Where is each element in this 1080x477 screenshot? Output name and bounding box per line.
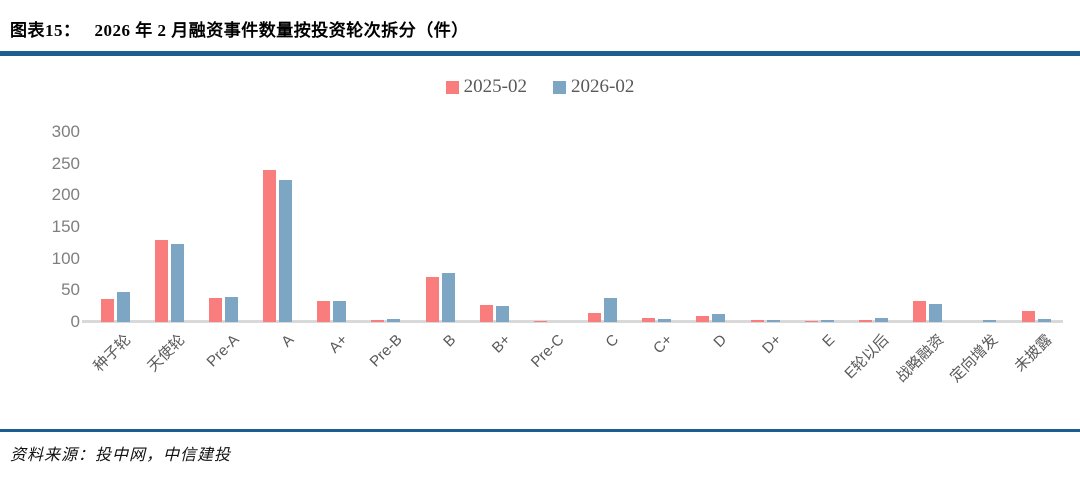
bar-group-A: A: [251, 132, 305, 350]
legend-swatch-2026-02: [553, 80, 566, 94]
y-tick-label-300: 300: [51, 122, 80, 141]
bar-group-D+: D+: [738, 132, 792, 357]
x-axis-label-Pre-A: Pre-A: [203, 331, 243, 371]
source-note: 资料来源：投中网，中信建投: [10, 447, 232, 464]
title-divider-rule: [0, 51, 1080, 56]
bar-2026-02-未披露: [1037, 318, 1051, 322]
legend-item-2026-02: 2026-02: [553, 76, 634, 98]
bar-2026-02-战略融资: [929, 303, 943, 322]
x-axis-label-C+: C+: [650, 331, 677, 358]
x-axis-label-D+: D+: [758, 331, 785, 358]
x-axis-label-Pre-C: Pre-C: [528, 331, 568, 372]
x-axis-baseline: [82, 320, 1063, 323]
x-axis-label-A+: A+: [325, 331, 352, 357]
bar-group-定向增发: 定向增发: [947, 132, 1009, 386]
x-axis-label-C: C: [602, 331, 622, 351]
legend-swatch-2025-02: [445, 80, 459, 94]
bar-2026-02-C+: [658, 318, 672, 322]
y-axis: 0 50 100 150 200 250 300: [28, 122, 80, 331]
bar-2025-02-Pre-C: [533, 320, 547, 322]
bar-group-C+: C+: [630, 132, 684, 357]
bar-2026-02-Pre-B: [387, 318, 401, 322]
chart-title-number: 图表15：: [10, 21, 81, 40]
y-tick-label-0: 0: [70, 312, 80, 331]
bar-2025-02-战略融资: [913, 300, 927, 322]
bar-2026-02-种子轮: [116, 291, 130, 322]
bar-2026-02-B: [441, 273, 455, 322]
bar-group-A+: A+: [305, 132, 359, 357]
x-axis-label-B: B: [440, 331, 460, 351]
y-tick-label-200: 200: [51, 185, 80, 205]
x-axis-label-E: E: [819, 331, 839, 351]
bar-2026-02-天使轮: [170, 243, 184, 322]
bar-2025-02-D+: [750, 320, 764, 322]
bar-2026-02-C: [604, 297, 618, 322]
y-tick-label-150: 150: [51, 217, 80, 236]
bar-2025-02-Pre-B: [371, 319, 385, 322]
chart-title: 图表15： 2026 年 2 月融资事件数量按投资轮次拆分（件）: [10, 16, 469, 41]
bar-2025-02-Pre-A: [208, 297, 222, 322]
bar-2025-02-E轮以后: [858, 319, 872, 322]
bar-2026-02-D: [712, 314, 726, 322]
bar-2025-02-天使轮: [154, 239, 168, 322]
legend-label-2026-02: 2026-02: [571, 76, 635, 97]
bar-group-Pre-B: Pre-B: [359, 132, 413, 370]
bar-2025-02-C+: [642, 317, 656, 322]
bar-group-未披露: 未披露: [1009, 132, 1063, 375]
chart-legend: 2025-02 2026-02: [0, 76, 1080, 98]
x-axis-label-战略融资: 战略融资: [892, 331, 947, 386]
x-axis-label-E轮以后: E轮以后: [841, 331, 893, 383]
bar-2026-02-E: [820, 320, 834, 322]
x-axis-label-天使轮: 天使轮: [144, 331, 189, 376]
bar-group-C: C: [576, 132, 630, 351]
bar-2025-02-B+: [479, 304, 493, 322]
bar-group-Pre-A: Pre-A: [196, 132, 250, 370]
x-axis-label-B+: B+: [488, 331, 514, 357]
bar-2025-02-E: [804, 320, 818, 322]
bar-2025-02-A+: [317, 301, 331, 322]
bar-group-B: B: [413, 132, 467, 350]
x-axis-label-Pre-B: Pre-B: [366, 331, 406, 371]
bar-group-B+: B+: [467, 132, 521, 357]
bar-2026-02-A: [279, 179, 293, 322]
bar-group-种子轮: 种子轮: [88, 132, 142, 375]
chart-title-text: 2026 年 2 月融资事件数量按投资轮次拆分（件）: [94, 21, 469, 40]
x-axis-label-D: D: [710, 331, 731, 351]
x-axis-label-未披露: 未披露: [1011, 331, 1056, 376]
bar-2025-02-A: [263, 170, 277, 322]
bar-group-E轮以后: E轮以后: [842, 132, 900, 382]
bar-group-天使轮: 天使轮: [142, 132, 196, 375]
x-axis-label-种子轮: 种子轮: [90, 331, 135, 376]
bar-group-战略融资: 战略融资: [893, 132, 955, 386]
x-axis-label-定向增发: 定向增发: [946, 331, 1002, 386]
bar-2025-02-B: [425, 277, 439, 322]
x-axis-label-A: A: [277, 331, 297, 351]
y-tick-label-250: 250: [51, 153, 80, 173]
bar-2026-02-E轮以后: [874, 318, 888, 322]
bar-2025-02-未披露: [1021, 310, 1035, 322]
bar-2026-02-Pre-A: [224, 296, 238, 322]
bar-2026-02-A+: [333, 300, 347, 322]
legend-label-2025-02: 2025-02: [463, 76, 527, 97]
bar-group-D: D: [684, 132, 738, 351]
bar-2025-02-种子轮: [100, 298, 114, 322]
plot-area: 种子轮 天使轮 Pre-A A A+ Pre-B B B+ Pre-C C C+ D D+ E E轮以后 战略…: [88, 132, 1063, 386]
legend-item-2025-02: 2025-02: [445, 76, 527, 98]
bar-group-Pre-C: Pre-C: [521, 132, 575, 371]
bar-2025-02-D: [696, 316, 710, 322]
footer-divider-rule: [0, 429, 1080, 432]
y-tick-label-100: 100: [51, 248, 80, 268]
bar-2026-02-定向增发: [983, 319, 997, 322]
y-tick-label-50: 50: [61, 280, 80, 300]
bar-group-E: E: [792, 132, 846, 350]
bar-2025-02-C: [588, 312, 602, 322]
bar-2026-02-D+: [766, 319, 780, 322]
bar-2026-02-B+: [495, 305, 509, 322]
